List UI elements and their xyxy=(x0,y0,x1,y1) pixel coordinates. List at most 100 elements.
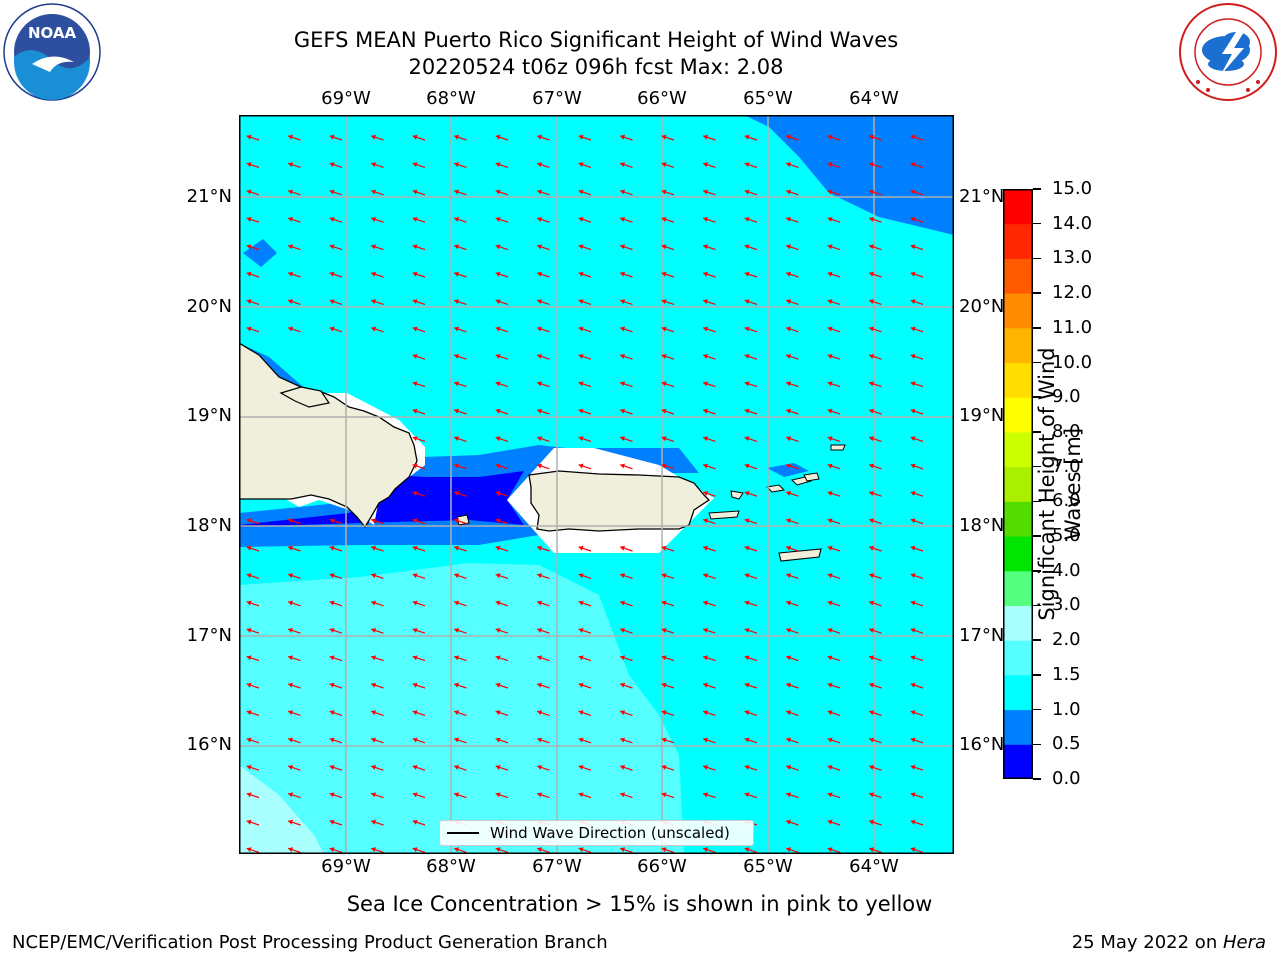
wave-direction-arrowhead xyxy=(578,655,584,661)
wave-direction-arrowhead xyxy=(495,655,501,661)
wave-direction-arrowhead xyxy=(412,792,418,798)
wave-direction-arrowhead xyxy=(744,134,750,140)
wave-direction-arrowhead xyxy=(288,189,294,195)
wave-direction-arrowhead xyxy=(537,463,543,469)
colorbar-segment xyxy=(1003,293,1033,329)
wave-direction-arrowhead xyxy=(827,847,833,853)
wave-direction-arrowhead xyxy=(620,600,626,606)
wave-direction-arrowhead xyxy=(578,134,584,140)
wave-direction-arrowhead xyxy=(703,710,709,716)
wave-direction-arrowhead xyxy=(827,710,833,716)
wave-direction-arrowhead xyxy=(869,600,875,606)
wave-direction-arrowhead xyxy=(910,381,916,387)
production-host: Hera xyxy=(1222,932,1266,953)
wave-direction-arrowhead xyxy=(288,682,294,688)
wave-direction-arrowhead xyxy=(910,819,916,825)
colorbar-tick-label: 12.0 xyxy=(1052,282,1093,304)
land-st-thomas xyxy=(765,484,786,493)
wave-direction-arrowhead xyxy=(329,162,335,168)
wave-direction-arrowhead xyxy=(744,765,750,770)
wave-direction-arrowhead xyxy=(869,381,875,387)
wave-direction-arrowhead xyxy=(620,628,626,633)
wave-direction-arrowhead xyxy=(495,847,501,853)
wave-direction-arrowhead xyxy=(371,792,377,798)
wave-direction-arrowhead xyxy=(620,408,626,414)
wave-direction-arrowhead xyxy=(329,737,335,743)
wave-direction-arrowhead xyxy=(371,217,377,222)
wave-field-2-3m xyxy=(239,765,324,854)
colorbar-tick xyxy=(1033,222,1041,225)
wave-direction-arrowhead xyxy=(578,710,584,716)
wave-direction-arrowhead xyxy=(869,792,875,798)
wave-direction-arrowhead xyxy=(620,792,626,798)
wave-direction-arrowhead xyxy=(495,765,501,770)
wave-direction-arrowhead xyxy=(412,463,418,469)
wave-direction-arrowhead xyxy=(910,573,916,579)
lon-label-top: 69°W xyxy=(321,88,371,109)
wave-direction-arrowhead xyxy=(744,463,750,469)
wave-direction-arrowhead xyxy=(910,710,916,716)
wave-direction-arrowhead xyxy=(869,545,875,551)
colorbar-tick xyxy=(1033,327,1041,329)
wave-direction-arrowhead xyxy=(827,765,833,770)
wave-direction-arrowhead xyxy=(412,189,418,195)
wave-direction-arrowhead xyxy=(371,573,377,579)
wave-direction-arrowhead xyxy=(288,299,294,305)
wave-direction-arrowhead xyxy=(620,244,626,250)
colorbar-tick-label: 11.0 xyxy=(1052,316,1093,338)
wave-direction-arrowhead xyxy=(412,491,418,496)
lon-label-top: 66°W xyxy=(637,88,687,109)
wave-direction-arrowhead xyxy=(578,847,584,853)
wave-direction-arrowhead xyxy=(454,847,460,853)
wave-direction-arrowhead xyxy=(329,600,335,606)
wave-direction-arrowhead xyxy=(703,682,709,688)
wave-direction-arrowhead xyxy=(454,491,460,496)
wave-direction-arrowhead xyxy=(744,491,750,496)
legend-label: Wind Wave Direction (unscaled) xyxy=(490,824,730,842)
wave-direction-arrowhead xyxy=(288,271,294,277)
wave-direction-arrowhead xyxy=(703,189,709,195)
wave-direction-arrowhead xyxy=(703,326,709,332)
wave-direction-arrowhead xyxy=(703,381,709,387)
wave-direction-arrowhead xyxy=(495,244,501,250)
wave-direction-arrowhead xyxy=(537,573,543,579)
wave-direction-arrowhead xyxy=(827,189,833,195)
wave-direction-arrowhead xyxy=(910,326,916,332)
wave-direction-arrowhead xyxy=(495,381,501,387)
wave-direction-arrowhead xyxy=(371,737,377,743)
wave-direction-arrowhead xyxy=(786,710,792,716)
wave-direction-arrowhead xyxy=(454,408,460,414)
wave-direction-arrowhead xyxy=(371,244,377,250)
wave-direction-arrowhead xyxy=(412,600,418,606)
wave-direction-arrowhead xyxy=(786,491,792,496)
wave-direction-arrowhead xyxy=(371,162,377,168)
wave-direction-arrowhead xyxy=(578,573,584,579)
wave-direction-arrowhead xyxy=(620,381,626,387)
wave-direction-arrowhead xyxy=(661,655,667,661)
colorbar-tick xyxy=(1033,361,1041,364)
wave-direction-arrowhead xyxy=(910,655,916,661)
wave-direction-arrowhead xyxy=(288,628,294,633)
wave-direction-arrowhead xyxy=(537,655,543,661)
wave-direction-arrowhead xyxy=(288,545,294,551)
wave-direction-arrowhead xyxy=(620,162,626,168)
wave-direction-arrowhead xyxy=(288,847,294,853)
wave-direction-arrowhead xyxy=(827,299,833,305)
wave-direction-arrowhead xyxy=(827,354,833,359)
colorbar-tick xyxy=(1033,604,1041,607)
wave-direction-arrowhead xyxy=(495,545,501,551)
wave-direction-arrowhead xyxy=(329,271,335,277)
map-legend: Wind Wave Direction (unscaled) xyxy=(439,820,754,846)
colorbar-segment xyxy=(1003,466,1033,502)
wave-direction-arrowhead xyxy=(578,244,584,250)
wave-direction-arrowhead xyxy=(412,217,418,222)
wave-direction-arrowhead xyxy=(537,189,543,195)
wave-direction-arrowhead xyxy=(371,271,377,277)
land-tortola xyxy=(803,472,820,482)
map-subtitle: 20220524 t06z 096h fcst Max: 2.08 xyxy=(408,55,784,79)
wave-direction-arrowhead xyxy=(744,710,750,716)
wave-direction-arrowhead xyxy=(412,628,418,633)
wave-direction-arrowhead xyxy=(827,463,833,469)
colorbar-tick xyxy=(1033,292,1041,294)
wave-direction-arrowhead xyxy=(910,299,916,305)
